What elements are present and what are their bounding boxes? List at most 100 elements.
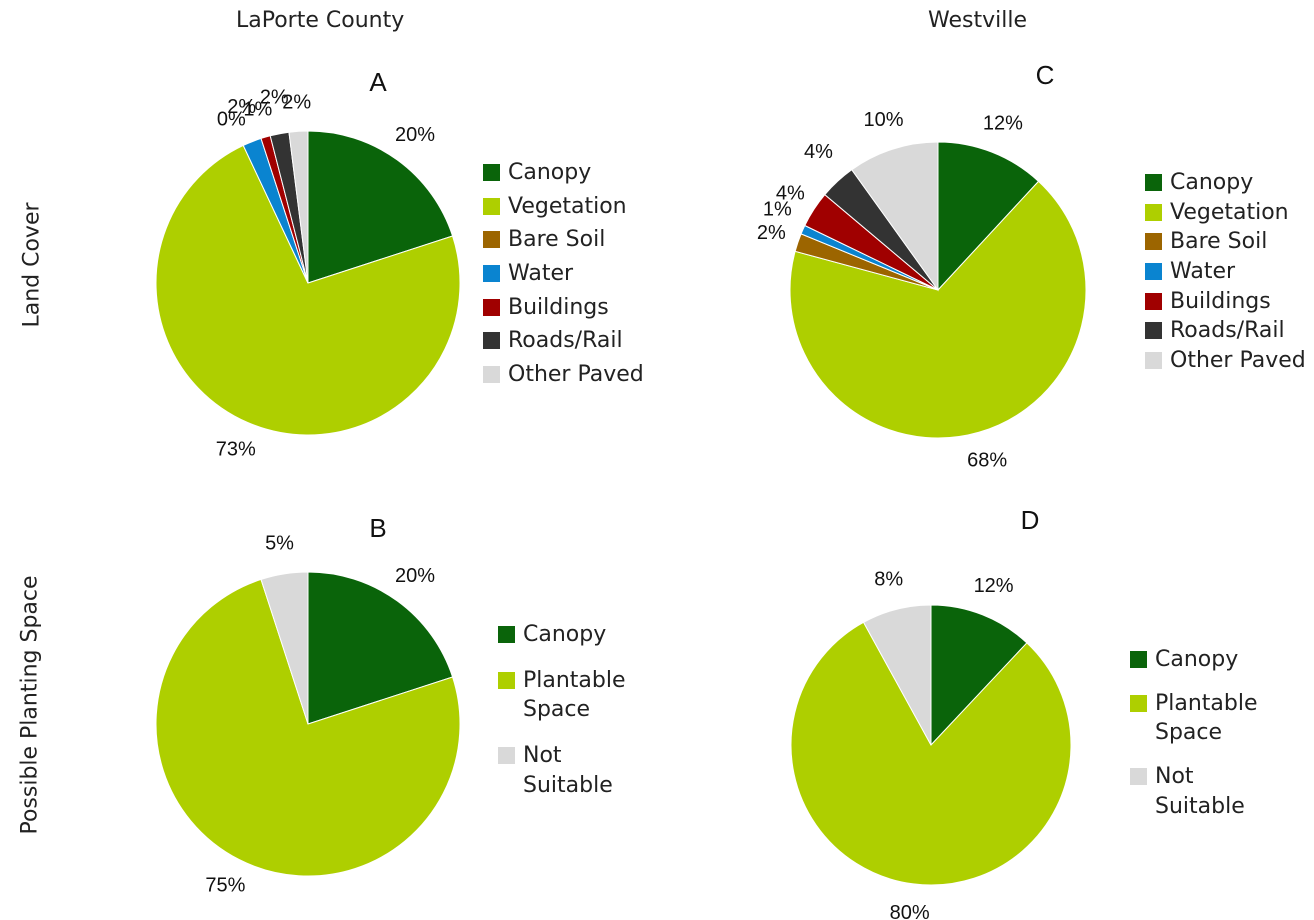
- pie-slice: [930, 604, 1028, 747]
- legend-item: Canopy: [483, 158, 683, 188]
- data-label: 4%: [804, 141, 833, 163]
- legend: Canopy Plantable Space Not Suitable: [1130, 645, 1260, 835]
- legend-label: Canopy: [1170, 170, 1254, 195]
- chart-title: D: [1021, 505, 1040, 535]
- legend-label: Other Paved: [1170, 348, 1306, 374]
- data-label: 12%: [974, 575, 1014, 597]
- pie-slice: [862, 604, 932, 746]
- legend-swatch: [1130, 694, 1147, 712]
- legend-label: Water: [1170, 259, 1236, 285]
- legend-label: Roads/Rail: [1170, 318, 1285, 344]
- legend-swatch: [1145, 352, 1162, 370]
- legend-item: Bare Soil: [1145, 227, 1314, 257]
- legend: Canopy Plantable Space Not Suitable: [498, 620, 628, 816]
- legend-swatch: [1145, 322, 1162, 340]
- data-label: 12%: [983, 113, 1023, 135]
- legend-swatch: [483, 298, 500, 316]
- legend-label: Buildings: [1170, 288, 1271, 314]
- legend-swatch: [498, 626, 515, 643]
- pie-slice: [155, 578, 461, 877]
- legend-item: Plantable Space: [498, 666, 628, 725]
- data-label: 68%: [967, 449, 1007, 471]
- legend-swatch: [483, 231, 500, 249]
- column-title: LaPorte County: [236, 8, 405, 33]
- data-label: 73%: [216, 438, 256, 460]
- legend-label: Vegetation: [1170, 199, 1289, 225]
- pie-slice: [155, 144, 461, 436]
- legend-label: Not Suitable: [1155, 764, 1245, 819]
- legend-swatch: [498, 747, 515, 765]
- legend-label: Not Suitable: [523, 743, 613, 798]
- legend-swatch: [498, 671, 515, 689]
- data-label: 1%: [243, 98, 272, 120]
- data-label: 20%: [395, 565, 435, 587]
- chart-title: A: [369, 67, 387, 97]
- data-label: 20%: [395, 124, 435, 146]
- legend-label: Plantable Space: [1155, 690, 1258, 746]
- legend-item: Roads/Rail: [1145, 316, 1314, 346]
- legend-item: Water: [1145, 257, 1314, 287]
- legend-swatch: [483, 332, 500, 350]
- row-title: Possible Planting Space: [17, 575, 43, 835]
- legend-swatch: [483, 366, 500, 384]
- legend-swatch: [1145, 292, 1162, 310]
- legend-item: Water: [483, 259, 683, 289]
- legend-item: Other Paved: [1145, 346, 1314, 376]
- legend-swatch: [1145, 203, 1162, 221]
- data-label: 10%: [864, 109, 904, 131]
- legend-label: Vegetation: [508, 193, 627, 219]
- data-label: 2%: [282, 92, 311, 114]
- legend-item: Plantable Space: [1130, 689, 1260, 748]
- legend-swatch: [1145, 174, 1162, 191]
- data-label: 80%: [890, 902, 930, 920]
- legend-swatch: [1145, 263, 1162, 281]
- pie-slice: [790, 621, 1072, 886]
- pie-slice: [260, 571, 309, 725]
- legend-item: Other Paved: [483, 360, 683, 390]
- data-label: 1%: [763, 199, 792, 221]
- data-label: 0%: [217, 108, 246, 130]
- legend-item: Buildings: [483, 293, 683, 323]
- data-label: 8%: [874, 569, 903, 591]
- legend-label: Canopy: [1155, 647, 1239, 672]
- legend-item: Canopy: [1145, 168, 1314, 198]
- pie-slice: [937, 141, 1040, 292]
- legend-item: Not Suitable: [498, 741, 628, 800]
- data-label: 2%: [757, 222, 786, 244]
- pie-slice: [288, 130, 309, 284]
- legend-label: Roads/Rail: [508, 328, 623, 354]
- legend-label: Buildings: [508, 294, 609, 320]
- legend-item: Buildings: [1145, 287, 1314, 317]
- legend-item: Vegetation: [1145, 198, 1314, 228]
- data-label: 2%: [260, 86, 289, 108]
- legend-label: Plantable Space: [523, 667, 626, 723]
- data-label: 4%: [776, 183, 805, 205]
- legend-swatch: [483, 197, 500, 215]
- legend-swatch: [1130, 651, 1147, 668]
- legend-label: Canopy: [523, 622, 607, 647]
- legend-item: Vegetation: [483, 192, 683, 222]
- pie-slice: [307, 571, 454, 725]
- legend-label: Water: [508, 261, 574, 287]
- chart-title: C: [1036, 60, 1055, 90]
- legend-item: Canopy: [1130, 645, 1260, 675]
- legend: Canopy Vegetation Bare Soil Water Buildings R…: [483, 158, 683, 394]
- legend-label: Canopy: [508, 160, 592, 185]
- pie-slice: [307, 130, 454, 284]
- legend-item: Canopy: [498, 620, 628, 650]
- pie-slice: [851, 141, 939, 292]
- legend-item: Not Suitable: [1130, 762, 1260, 821]
- legend-item: Roads/Rail: [483, 326, 683, 356]
- legend: Canopy Vegetation Bare Soil Water Buildings R…: [1145, 168, 1314, 376]
- data-label: 5%: [265, 533, 294, 555]
- pie-slice: [789, 180, 1087, 439]
- data-label: 2%: [227, 96, 256, 118]
- column-title: Westville: [928, 8, 1027, 33]
- legend-swatch: [1145, 233, 1162, 251]
- legend-swatch: [483, 265, 500, 283]
- chart-title: B: [369, 513, 386, 543]
- legend-swatch: [483, 164, 500, 181]
- legend-item: Bare Soil: [483, 225, 683, 255]
